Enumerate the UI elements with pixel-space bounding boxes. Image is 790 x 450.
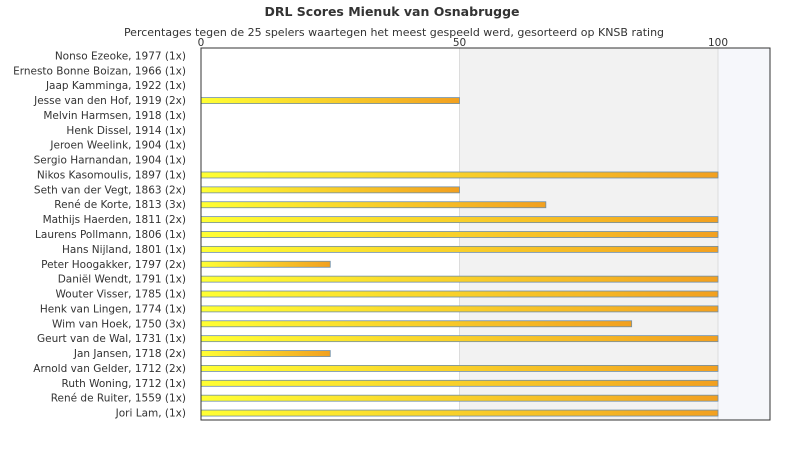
bar (200, 320, 633, 328)
bar (200, 379, 719, 387)
category-label: Ruth Woning, 1712 (1x) (62, 378, 187, 390)
bar (200, 394, 719, 402)
category-label: Jaap Kamminga, 1922 (1x) (45, 80, 186, 92)
bar (200, 335, 719, 343)
category-label: Jeroen Weelink, 1904 (1x) (49, 140, 186, 152)
bar (200, 275, 719, 283)
bar (200, 231, 719, 238)
category-label: Jori Lam, (1x) (115, 408, 186, 420)
chart-title: DRL Scores Mienuk van Osnabrugge (264, 4, 519, 19)
bar (200, 350, 331, 357)
chart-subtitle: Percentages tegen de 25 spelers waartege… (124, 26, 664, 39)
tick-label: 0 (198, 37, 205, 49)
plot-shade-right (718, 48, 770, 420)
category-label: Jan Jansen, 1718 (2x) (73, 348, 186, 360)
tick-label: 100 (708, 37, 728, 49)
category-label: Seth van der Vegt, 1863 (2x) (34, 184, 186, 196)
category-label: Henk van Lingen, 1774 (1x) (40, 303, 186, 315)
bar (200, 305, 719, 313)
category-label: Wim van Hoek, 1750 (3x) (52, 318, 186, 330)
category-label: Peter Hoogakker, 1797 (2x) (41, 259, 186, 271)
category-label: Arnold van Gelder, 1712 (2x) (33, 363, 186, 375)
bar (200, 409, 719, 417)
category-label: Henk Dissel, 1914 (1x) (66, 125, 186, 137)
bar (200, 260, 331, 268)
bar (200, 290, 719, 298)
tick-label: 50 (453, 37, 466, 49)
bar (200, 201, 547, 209)
category-label: Nonso Ezeoke, 1977 (1x) (55, 50, 186, 62)
category-label: Jesse van den Hof, 1919 (2x) (33, 95, 186, 107)
category-label: Daniël Wendt, 1791 (1x) (58, 274, 186, 286)
bar (200, 97, 460, 104)
category-label: Wouter Visser, 1785 (1x) (56, 289, 187, 301)
bar (200, 216, 719, 224)
plot-frame (200, 47, 771, 421)
bar (200, 365, 719, 372)
category-label: Sergio Harnandan, 1904 (1x) (34, 155, 186, 167)
category-label: Nikos Kasomoulis, 1897 (1x) (37, 169, 186, 181)
category-label: Ernesto Bonne Boizan, 1966 (1x) (13, 65, 186, 77)
category-label: Geurt van de Wal, 1731 (1x) (37, 333, 186, 345)
category-label: Laurens Pollmann, 1806 (1x) (35, 229, 186, 241)
category-label: René de Ruiter, 1559 (1x) (51, 393, 186, 405)
category-label: René de Korte, 1813 (3x) (54, 199, 186, 211)
bar (200, 171, 719, 179)
bar (200, 186, 460, 194)
category-label: Melvin Harmsen, 1918 (1x) (43, 110, 186, 122)
category-label: Mathijs Haerden, 1811 (2x) (43, 214, 186, 226)
category-label: Hans Nijland, 1801 (1x) (62, 244, 186, 256)
bar (200, 245, 719, 253)
